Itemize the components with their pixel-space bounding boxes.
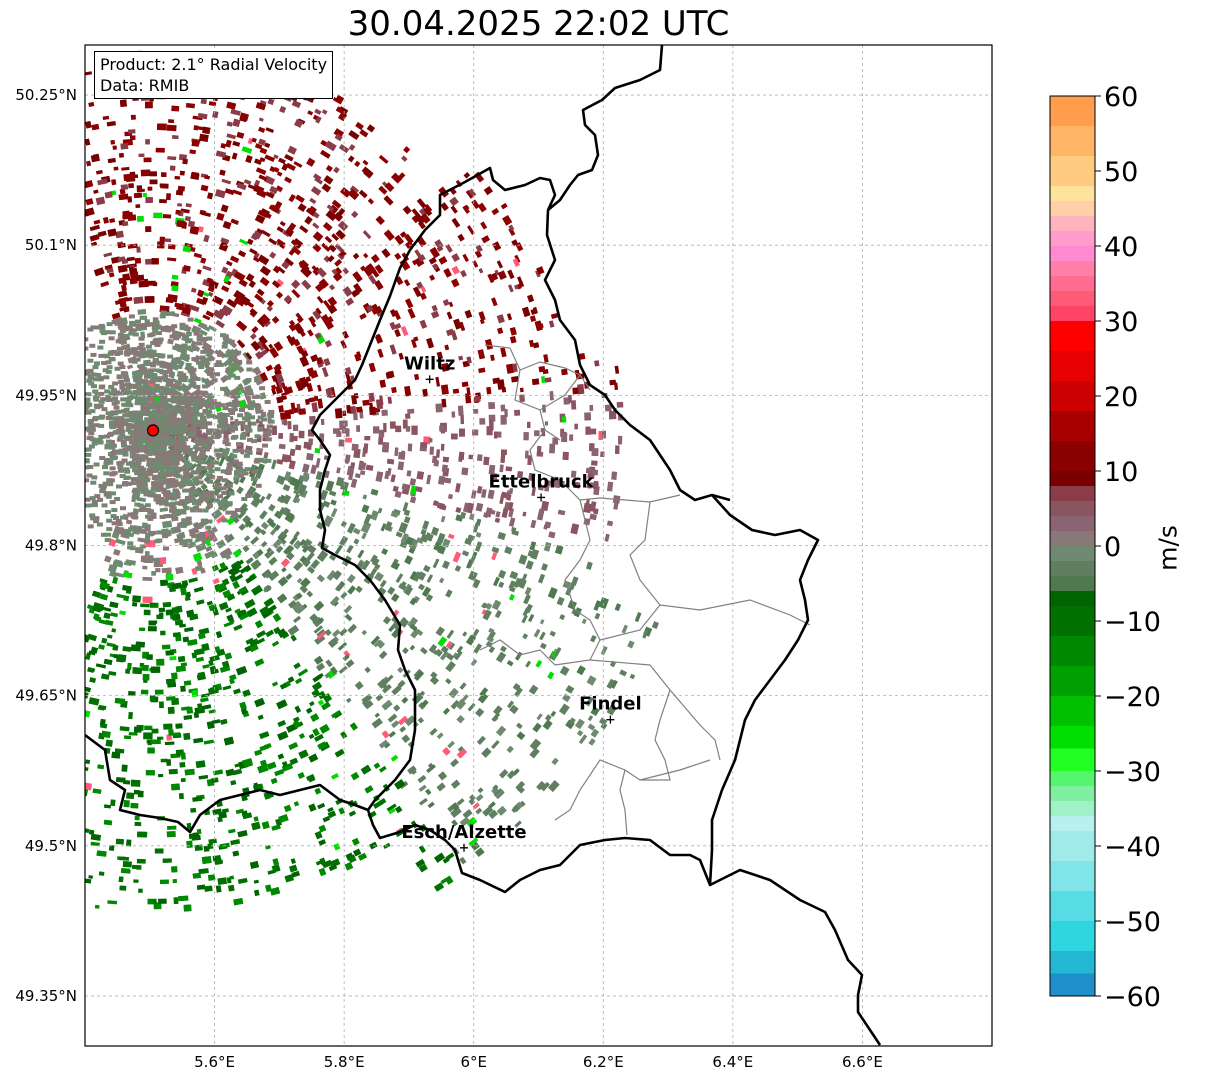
city-marker <box>459 843 468 852</box>
colorbar-segment <box>1050 306 1095 322</box>
lat-tick-label: 49.35°N <box>15 987 77 1005</box>
colorbar-segment <box>1050 801 1095 817</box>
colorbar-segment <box>1050 531 1095 547</box>
colorbar-segment <box>1050 861 1095 892</box>
colorbar-segment <box>1050 561 1095 577</box>
lat-tick-label: 50.1°N <box>25 236 77 254</box>
product-label: Product: 2.1° Radial Velocity <box>100 55 328 74</box>
colorbar-segment <box>1050 951 1095 974</box>
colorbar-segment <box>1050 891 1095 922</box>
colorbar-tick-label: −60 <box>1104 982 1161 1013</box>
lon-tick-label: 6.6°E <box>842 1053 883 1071</box>
colorbar-segment <box>1050 973 1095 997</box>
colorbar-tick-label: 60 <box>1104 82 1138 113</box>
colorbar-segment <box>1050 591 1095 607</box>
colorbar-tick-label: 50 <box>1104 157 1138 188</box>
lon-tick-label: 5.8°E <box>324 1053 365 1071</box>
lat-tick-label: 50.25°N <box>15 86 77 104</box>
canton-borders <box>479 344 811 836</box>
lat-tick-label: 49.65°N <box>15 687 77 705</box>
lon-tick-label: 6.4°E <box>712 1053 753 1071</box>
colorbar: 60 50 40 30 20 10 0 −10 −20 −30 −40 −50 −60 <box>1049 82 1161 1013</box>
colorbar-segment <box>1050 786 1095 802</box>
colorbar-segment <box>1050 216 1095 232</box>
colorbar-segment <box>1050 381 1095 412</box>
lon-tick-label: 6°E <box>460 1053 487 1071</box>
lon-tick-label: 5.6°E <box>194 1053 235 1071</box>
city-marker <box>425 375 434 384</box>
colorbar-segment <box>1050 606 1095 637</box>
colorbar-segment <box>1050 546 1095 562</box>
colorbar-segment <box>1050 156 1095 187</box>
data-source-label: Data: RMIB <box>100 76 190 95</box>
colorbar-segment <box>1050 201 1095 217</box>
colorbar-segment <box>1050 726 1095 749</box>
lon-tick-label: 6.2°E <box>583 1053 624 1071</box>
radar-site-marker <box>146 424 160 437</box>
colorbar-tick-label: 30 <box>1104 307 1138 338</box>
colorbar-tick-label: −50 <box>1104 907 1161 938</box>
colorbar-segment <box>1050 291 1095 307</box>
lat-tick-label: 49.8°N <box>25 537 77 555</box>
city-markers: Wiltz Ettelbruck Findel Esch/Alzette <box>146 353 642 852</box>
colorbar-segment <box>1050 261 1095 277</box>
colorbar-segment <box>1050 231 1095 247</box>
colorbar-segment <box>1050 126 1095 157</box>
colorbar-segment <box>1050 816 1095 832</box>
belgium-france-border <box>85 733 369 834</box>
city-marker <box>537 493 546 502</box>
city-label: Wiltz <box>404 353 455 374</box>
colorbar-tick-label: 10 <box>1104 457 1138 488</box>
colorbar-segment <box>1050 696 1095 727</box>
luxembourg-border <box>310 166 820 894</box>
colorbar-segment <box>1050 501 1095 517</box>
colorbar-segment <box>1050 748 1095 772</box>
lat-tick-label: 49.5°N <box>25 837 77 855</box>
colorbar-segment <box>1050 636 1095 667</box>
colorbar-tick-label: 20 <box>1104 382 1138 413</box>
germany-france-border-east <box>709 493 882 1046</box>
colorbar-segment <box>1050 831 1095 862</box>
germany-border-north <box>547 45 664 211</box>
colorbar-segment <box>1050 186 1095 202</box>
lat-tick-label: 49.95°N <box>15 386 77 404</box>
plot-frame <box>84 44 993 1047</box>
colorbar-segment <box>1050 96 1095 127</box>
colorbar-unit-label: m/s <box>1153 525 1183 571</box>
radar-echo-layer <box>85 50 659 912</box>
colorbar-segment <box>1050 351 1095 382</box>
colorbar-tick-label: −20 <box>1104 682 1161 713</box>
colorbar-segment <box>1050 411 1095 442</box>
colorbar-segment <box>1050 276 1095 292</box>
city-marker <box>606 715 615 724</box>
colorbar-tick-label: −10 <box>1104 607 1161 638</box>
map-title: 30.04.2025 22:02 UTC <box>347 4 730 44</box>
product-info-box: Product: 2.1° Radial Velocity Data: RMIB <box>94 51 334 99</box>
borders <box>85 45 882 1046</box>
colorbar-segment <box>1050 486 1095 502</box>
colorbar-segment <box>1050 666 1095 697</box>
colorbar-segment <box>1050 246 1095 262</box>
colorbar-segment <box>1050 921 1095 952</box>
colorbar-tick-label: 40 <box>1104 232 1138 263</box>
colorbar-segment <box>1050 516 1095 532</box>
city-label: Esch/Alzette <box>401 822 526 843</box>
colorbar-segment <box>1050 471 1095 487</box>
colorbar-tick-label: −40 <box>1104 832 1161 863</box>
axis-ticks: 5.6°E 5.8°E 6°E 6.2°E 6.4°E 6.6°E 49.35°N 49.5°… <box>15 86 883 1071</box>
colorbar-segment <box>1050 441 1095 472</box>
city-label: Ettelbruck <box>489 471 595 492</box>
city-label: Findel <box>579 694 642 715</box>
colorbar-tick-label: 0 <box>1104 532 1121 563</box>
colorbar-tick-label: −30 <box>1104 757 1161 788</box>
colorbar-segment <box>1050 771 1095 787</box>
colorbar-segment <box>1050 321 1095 352</box>
colorbar-segment <box>1050 576 1095 592</box>
